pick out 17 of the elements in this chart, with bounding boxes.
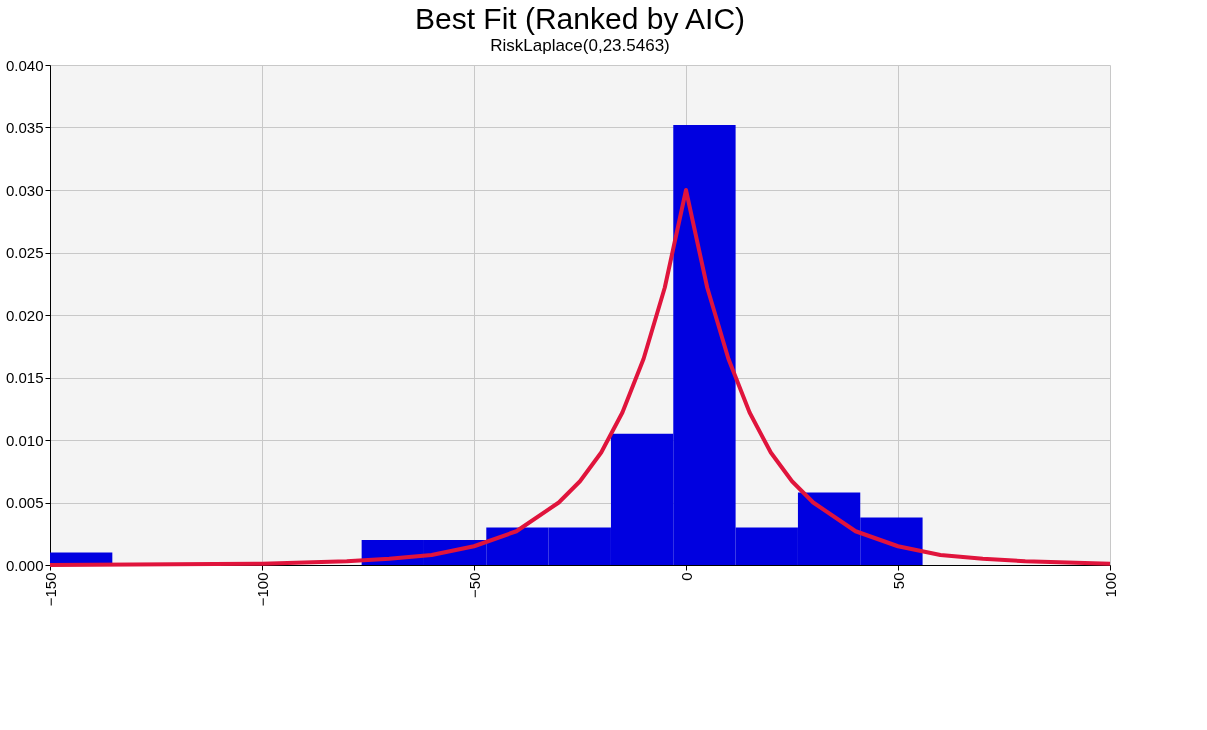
- y-tick-label: 0.030: [5, 181, 44, 199]
- chart-subtitle: RiskLaplace(0,23.5463): [490, 36, 670, 55]
- y-tick-label: 0.015: [5, 369, 44, 386]
- y-tick-label: 0.005: [5, 494, 44, 511]
- y-tick-label: 0.035: [5, 119, 44, 136]
- y-tick-label: 0.025: [5, 244, 44, 261]
- x-tick-label: −50: [465, 572, 483, 598]
- x-tick-label: −100: [253, 572, 271, 607]
- x-tick-label: 50: [889, 572, 907, 590]
- y-tick-label: 0.020: [5, 306, 44, 324]
- x-tick-label: 100: [1101, 572, 1119, 598]
- x-tick-label: 0: [677, 572, 695, 581]
- y-tick-label: 0.040: [5, 56, 44, 74]
- chart-title: Best Fit (Ranked by AIC): [414, 2, 746, 35]
- y-tick-label: 0.000: [5, 556, 44, 574]
- y-tick-label: 0.010: [5, 431, 44, 449]
- x-tick-label: −150: [41, 572, 59, 607]
